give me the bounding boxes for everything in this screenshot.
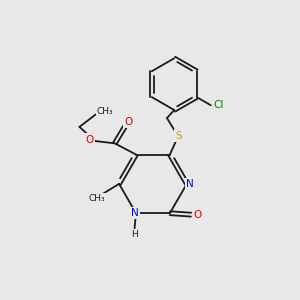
Text: O: O [194, 210, 202, 220]
Text: N: N [131, 208, 138, 218]
Text: Cl: Cl [214, 100, 224, 110]
Text: CH₃: CH₃ [88, 194, 105, 203]
Text: O: O [124, 117, 133, 127]
Text: O: O [85, 134, 94, 145]
Text: S: S [176, 131, 182, 141]
Text: H: H [131, 230, 138, 239]
Text: CH₃: CH₃ [97, 107, 113, 116]
Text: N: N [186, 179, 194, 189]
